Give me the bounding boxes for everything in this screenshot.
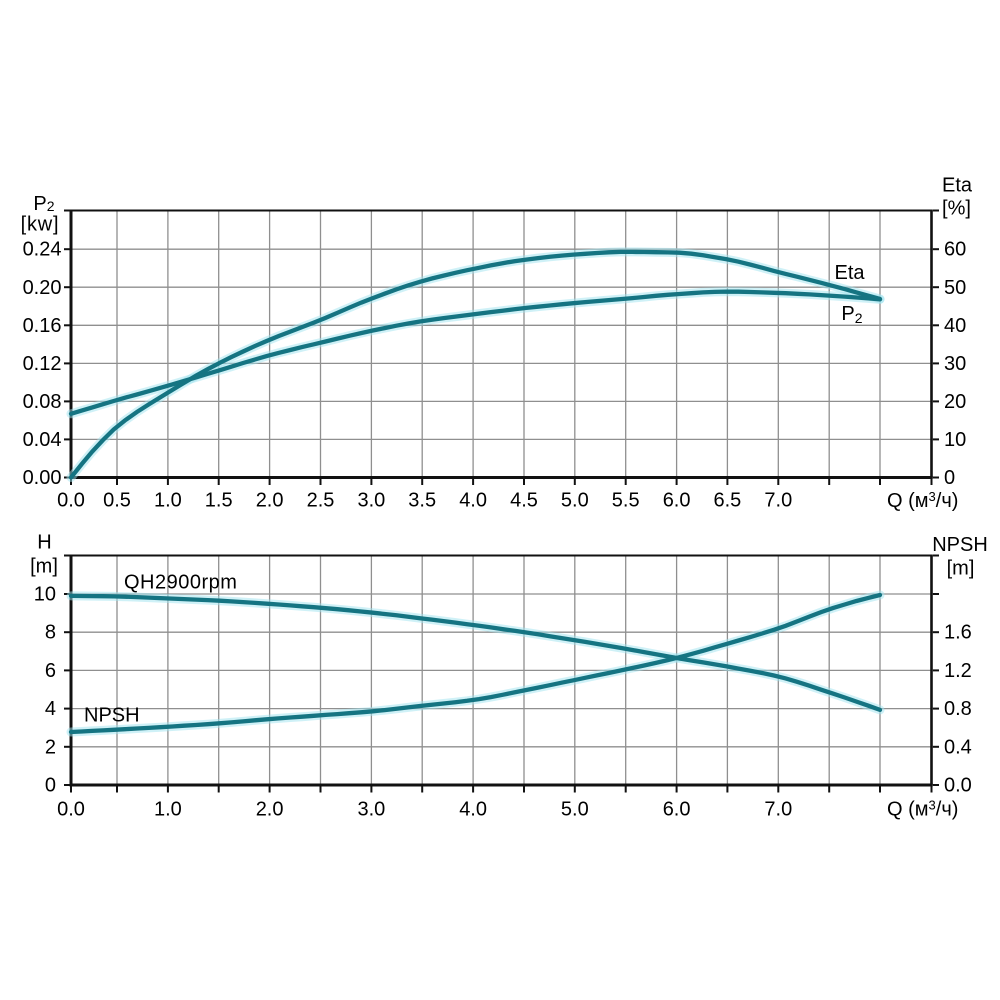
svg-text:0.12: 0.12: [23, 353, 62, 375]
svg-text:4: 4: [45, 698, 56, 720]
svg-text:0.8: 0.8: [944, 698, 972, 720]
svg-text:[kw]: [kw]: [21, 214, 60, 236]
svg-text:0.16: 0.16: [23, 315, 62, 337]
svg-text:40: 40: [944, 315, 966, 337]
svg-text:0: 0: [45, 775, 56, 797]
svg-text:7.0: 7.0: [764, 799, 792, 821]
svg-text:1.0: 1.0: [154, 490, 182, 512]
svg-text:6.0: 6.0: [663, 490, 691, 512]
svg-text:0.4: 0.4: [944, 736, 972, 758]
svg-text:1.0: 1.0: [154, 799, 182, 821]
svg-text:0.5: 0.5: [103, 490, 131, 512]
svg-text:4.0: 4.0: [459, 490, 487, 512]
svg-text:7.0: 7.0: [764, 490, 792, 512]
svg-text:6.5: 6.5: [713, 490, 741, 512]
svg-text:8: 8: [45, 622, 56, 644]
svg-text:4.0: 4.0: [459, 799, 487, 821]
svg-text:6: 6: [45, 660, 56, 682]
svg-text:5.5: 5.5: [612, 490, 640, 512]
svg-text:Q (м3/ч): Q (м3/ч): [887, 798, 958, 821]
svg-text:10: 10: [944, 429, 966, 451]
svg-text:NPSH: NPSH: [932, 534, 988, 556]
svg-text:5.0: 5.0: [561, 490, 589, 512]
svg-text:QH2900rpm: QH2900rpm: [124, 572, 237, 594]
svg-text:Q (м3/ч): Q (м3/ч): [887, 489, 958, 512]
svg-text:2.0: 2.0: [256, 490, 284, 512]
svg-text:3.0: 3.0: [357, 490, 385, 512]
svg-text:[m]: [m]: [947, 558, 975, 580]
svg-text:30: 30: [944, 353, 966, 375]
svg-text:4.5: 4.5: [510, 490, 538, 512]
svg-text:1.5: 1.5: [205, 490, 233, 512]
svg-text:0.0: 0.0: [57, 490, 85, 512]
svg-text:10: 10: [34, 584, 56, 606]
svg-text:60: 60: [944, 239, 966, 261]
svg-text:[m]: [m]: [30, 556, 58, 578]
svg-text:3.5: 3.5: [408, 490, 436, 512]
svg-text:20: 20: [944, 391, 966, 413]
svg-text:Eta: Eta: [834, 262, 865, 284]
svg-text:H: H: [37, 532, 51, 554]
svg-text:0.08: 0.08: [23, 391, 62, 413]
svg-text:2.5: 2.5: [307, 490, 335, 512]
svg-text:5.0: 5.0: [561, 799, 589, 821]
svg-text:0.20: 0.20: [23, 277, 62, 299]
svg-text:0.00: 0.00: [23, 467, 62, 489]
svg-text:1.2: 1.2: [944, 660, 972, 682]
svg-text:2.0: 2.0: [256, 799, 284, 821]
svg-text:0.0: 0.0: [944, 775, 972, 797]
svg-text:1.6: 1.6: [944, 622, 972, 644]
svg-text:2: 2: [45, 736, 56, 758]
svg-text:0.0: 0.0: [57, 799, 85, 821]
svg-text:0: 0: [944, 467, 955, 489]
svg-text:NPSH: NPSH: [84, 705, 140, 727]
svg-text:3.0: 3.0: [357, 799, 385, 821]
svg-text:50: 50: [944, 277, 966, 299]
svg-text:[%]: [%]: [942, 198, 971, 220]
svg-text:Eta: Eta: [942, 175, 973, 197]
svg-text:6.0: 6.0: [663, 799, 691, 821]
svg-text:P2: P2: [33, 193, 54, 215]
svg-text:0.24: 0.24: [23, 239, 62, 261]
svg-text:0.04: 0.04: [23, 429, 62, 451]
